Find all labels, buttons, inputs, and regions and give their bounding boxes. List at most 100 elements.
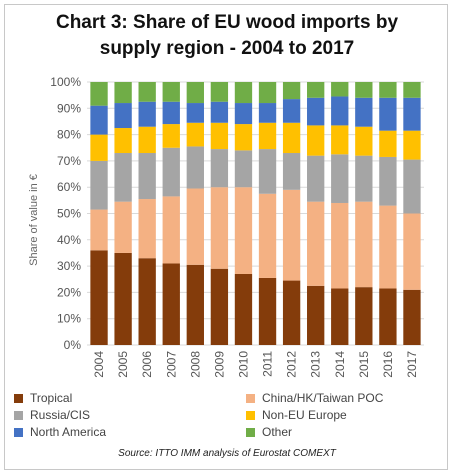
y-tick-label: 30% — [57, 259, 81, 273]
bar-segment — [282, 82, 301, 100]
bar-segment — [210, 82, 229, 102]
bar-segment — [138, 199, 156, 259]
bar-segment — [234, 273, 253, 345]
bar-segment — [331, 288, 349, 345]
legend-item: China/HK/Taiwan POC — [246, 391, 383, 405]
y-tick-label: 80% — [57, 128, 81, 142]
bar-segment — [114, 153, 132, 202]
legend-label: North America — [30, 425, 107, 439]
bar-segment — [162, 147, 180, 197]
x-tick-label: 2005 — [116, 351, 130, 378]
bar-segment — [282, 280, 301, 345]
bar-segment — [210, 187, 229, 269]
bar-segment — [403, 130, 421, 160]
y-tick-label: 10% — [57, 312, 81, 326]
legend-item: North America — [14, 425, 106, 439]
chart-title-line-1: Chart 3: Share of EU wood imports by — [55, 12, 399, 33]
bar-segment — [138, 258, 156, 345]
bar-segment — [258, 193, 277, 278]
legend-swatch — [246, 427, 255, 437]
bar-segment — [186, 188, 204, 265]
bar-segment — [379, 205, 397, 289]
bar-segment — [307, 125, 325, 156]
bar-segment — [355, 126, 373, 156]
legend-label: Tropical — [30, 391, 73, 405]
bar-segment — [307, 155, 325, 202]
bar-segment — [258, 82, 277, 104]
legend-swatch — [14, 427, 23, 437]
x-tick-label: 2010 — [236, 351, 250, 378]
bar-segment — [234, 150, 253, 188]
legend-label: China/HK/Taiwan POC — [262, 391, 384, 405]
bar-segment — [234, 187, 253, 274]
x-tick-label: 2016 — [381, 351, 395, 378]
bar-segment — [186, 122, 204, 147]
legend-swatch — [246, 410, 255, 420]
bar-segment — [138, 153, 156, 200]
bar-segment — [331, 154, 349, 203]
bar-segment — [90, 105, 108, 135]
source-note: Source: ITTO IMM analysis of Eurostat CO… — [118, 448, 336, 459]
x-tick-label: 2006 — [140, 351, 154, 378]
bar-segment — [355, 155, 373, 202]
y-tick-label: 90% — [57, 101, 81, 115]
bar-segment — [258, 149, 277, 194]
legend-item: Russia/CIS — [14, 408, 90, 422]
legend-swatch — [246, 393, 255, 403]
bar-segment — [379, 97, 397, 131]
bar-segment — [355, 97, 373, 127]
bar-segment — [162, 124, 180, 148]
y-tick-label: 60% — [57, 180, 81, 194]
bar-segment — [234, 124, 253, 151]
legend-label: Other — [262, 425, 293, 439]
bar-segment — [403, 213, 421, 290]
bar-segment — [403, 97, 421, 131]
x-tick-label: 2009 — [212, 351, 226, 378]
chart-title: Chart 3: Share of EU wood imports by sup… — [0, 10, 454, 62]
bar-segment — [258, 122, 277, 150]
bar-segment — [114, 82, 132, 104]
bar-segment — [90, 209, 108, 251]
x-tick-label: 2004 — [92, 351, 106, 378]
legend-item: Tropical — [14, 391, 72, 405]
bar-segment — [138, 101, 156, 127]
bar-segment — [307, 285, 325, 345]
bar-segment — [331, 82, 349, 97]
bar-segment — [331, 96, 349, 126]
x-tick-label: 2012 — [285, 351, 299, 378]
x-tick-label: 2008 — [188, 351, 202, 378]
bar-segment — [210, 268, 229, 345]
y-tick-label: 20% — [57, 285, 81, 299]
y-axis-ticks: 0% 10% 20% 30% 40% 50% 60% 70% 80% 90% 100% — [50, 75, 81, 352]
bar-segment — [307, 201, 325, 286]
bar-segment — [186, 103, 204, 123]
bar-segment — [379, 156, 397, 206]
bar-segment — [90, 160, 108, 210]
x-tick-label: 2017 — [405, 351, 419, 378]
bar-segment — [138, 82, 156, 102]
bar-segment — [331, 202, 349, 289]
bar-segment — [379, 130, 397, 157]
bar-segment — [210, 122, 229, 150]
chart-title-line-2: supply region - 2004 to 2017 — [99, 38, 355, 59]
bar-segment — [379, 288, 397, 345]
x-tick-label: 2014 — [333, 351, 347, 378]
bar-segment — [355, 201, 373, 288]
bar-segment — [307, 82, 325, 98]
bar-segment — [90, 250, 108, 345]
bar-segment — [138, 126, 156, 154]
bar-segment — [210, 101, 229, 123]
bar-segment — [114, 201, 132, 253]
y-tick-label: 0% — [64, 338, 82, 352]
bar-segment — [403, 159, 421, 214]
x-tick-label: 2007 — [164, 351, 178, 378]
legend-swatch — [14, 410, 23, 420]
legend-item: Non-EU Europe — [246, 408, 347, 422]
bar-segment — [403, 82, 421, 98]
bar-segment — [234, 103, 253, 125]
bar-segment — [331, 125, 349, 155]
y-axis-label: Share of value in € — [28, 174, 40, 266]
bar-segment — [210, 149, 229, 188]
gridlines — [87, 81, 424, 346]
